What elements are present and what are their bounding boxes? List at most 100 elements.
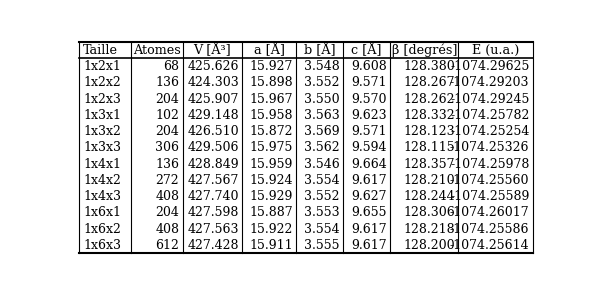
Text: 15.911: 15.911 xyxy=(249,239,293,252)
Text: 9.623: 9.623 xyxy=(352,109,387,122)
Text: -1074.25560: -1074.25560 xyxy=(450,174,530,187)
Text: 1x2x1: 1x2x1 xyxy=(83,60,121,73)
Text: 9.571: 9.571 xyxy=(352,76,387,89)
Text: 15.887: 15.887 xyxy=(249,206,293,219)
Text: 128.115: 128.115 xyxy=(404,141,455,154)
Text: 408: 408 xyxy=(155,190,179,203)
Text: 1x3x2: 1x3x2 xyxy=(83,125,121,138)
Text: 3.562: 3.562 xyxy=(304,141,340,154)
Text: 15.967: 15.967 xyxy=(249,93,293,105)
Text: 3.552: 3.552 xyxy=(304,190,340,203)
Text: 1x6x2: 1x6x2 xyxy=(83,223,121,236)
Text: 425.626: 425.626 xyxy=(187,60,239,73)
Text: -1074.25254: -1074.25254 xyxy=(450,125,530,138)
Text: 427.567: 427.567 xyxy=(187,174,239,187)
Text: -1074.26017: -1074.26017 xyxy=(450,206,530,219)
Text: b [Å]: b [Å] xyxy=(304,44,336,57)
Text: 136: 136 xyxy=(155,158,179,171)
Text: 425.907: 425.907 xyxy=(187,93,239,105)
Text: 9.664: 9.664 xyxy=(352,158,387,171)
Text: 68: 68 xyxy=(164,60,179,73)
Text: -1074.25978: -1074.25978 xyxy=(450,158,530,171)
Text: 15.927: 15.927 xyxy=(250,60,293,73)
Text: 9.617: 9.617 xyxy=(352,239,387,252)
Text: 15.959: 15.959 xyxy=(250,158,293,171)
Text: 1x6x1: 1x6x1 xyxy=(83,206,121,219)
Text: 429.506: 429.506 xyxy=(187,141,239,154)
Text: 128.306: 128.306 xyxy=(404,206,455,219)
Text: 204: 204 xyxy=(155,206,179,219)
Text: -1074.25586: -1074.25586 xyxy=(450,223,530,236)
Text: 128.262: 128.262 xyxy=(404,93,455,105)
Text: 1x6x3: 1x6x3 xyxy=(83,239,121,252)
Text: 128.244: 128.244 xyxy=(404,190,455,203)
Text: 15.872: 15.872 xyxy=(249,125,293,138)
Text: 3.550: 3.550 xyxy=(304,93,340,105)
Text: 427.428: 427.428 xyxy=(187,239,239,252)
Text: 136: 136 xyxy=(155,76,179,89)
Text: 306: 306 xyxy=(155,141,179,154)
Text: -1074.25782: -1074.25782 xyxy=(450,109,530,122)
Text: 128.332: 128.332 xyxy=(404,109,455,122)
Text: 3.569: 3.569 xyxy=(304,125,340,138)
Text: 204: 204 xyxy=(155,125,179,138)
Text: -1074.29625: -1074.29625 xyxy=(450,60,530,73)
Text: 9.571: 9.571 xyxy=(352,125,387,138)
Text: 15.958: 15.958 xyxy=(249,109,293,122)
Text: a [Å]: a [Å] xyxy=(254,44,285,57)
Text: -1074.29245: -1074.29245 xyxy=(450,93,530,105)
Text: β [degrés]: β [degrés] xyxy=(392,44,457,57)
Text: 9.617: 9.617 xyxy=(352,223,387,236)
Text: 429.148: 429.148 xyxy=(187,109,239,122)
Text: 3.553: 3.553 xyxy=(304,206,340,219)
Text: 427.563: 427.563 xyxy=(187,223,239,236)
Text: 128.380: 128.380 xyxy=(404,60,455,73)
Text: 9.627: 9.627 xyxy=(352,190,387,203)
Text: 1x2x2: 1x2x2 xyxy=(83,76,121,89)
Text: 427.598: 427.598 xyxy=(187,206,239,219)
Text: -1074.29203: -1074.29203 xyxy=(450,76,530,89)
Text: 3.548: 3.548 xyxy=(304,60,340,73)
Text: 3.555: 3.555 xyxy=(304,239,340,252)
Text: 272: 272 xyxy=(156,174,179,187)
Text: 128.123: 128.123 xyxy=(404,125,455,138)
Text: 428.849: 428.849 xyxy=(187,158,239,171)
Text: 426.510: 426.510 xyxy=(187,125,239,138)
Text: -1074.25614: -1074.25614 xyxy=(450,239,530,252)
Text: 15.929: 15.929 xyxy=(250,190,293,203)
Text: -1074.25589: -1074.25589 xyxy=(450,190,530,203)
Text: 612: 612 xyxy=(155,239,179,252)
Text: 3.554: 3.554 xyxy=(304,223,340,236)
Text: 1x2x3: 1x2x3 xyxy=(83,93,121,105)
Text: E (u.a.): E (u.a.) xyxy=(472,44,519,57)
Text: Taille: Taille xyxy=(83,44,118,57)
Text: 1x3x1: 1x3x1 xyxy=(83,109,121,122)
Text: 1x4x1: 1x4x1 xyxy=(83,158,121,171)
Text: 204: 204 xyxy=(155,93,179,105)
Text: 15.924: 15.924 xyxy=(249,174,293,187)
Text: 15.922: 15.922 xyxy=(250,223,293,236)
Text: 1x4x3: 1x4x3 xyxy=(83,190,121,203)
Text: 128.357: 128.357 xyxy=(404,158,455,171)
Text: 102: 102 xyxy=(155,109,179,122)
Text: 1x4x2: 1x4x2 xyxy=(83,174,121,187)
Text: 128.210: 128.210 xyxy=(404,174,455,187)
Text: 9.617: 9.617 xyxy=(352,174,387,187)
Text: 9.594: 9.594 xyxy=(352,141,387,154)
Text: 9.655: 9.655 xyxy=(352,206,387,219)
Text: 3.554: 3.554 xyxy=(304,174,340,187)
Text: 128.267: 128.267 xyxy=(404,76,455,89)
Text: 15.975: 15.975 xyxy=(250,141,293,154)
Text: 3.552: 3.552 xyxy=(304,76,340,89)
Text: 408: 408 xyxy=(155,223,179,236)
Text: 3.563: 3.563 xyxy=(304,109,340,122)
Text: 9.570: 9.570 xyxy=(352,93,387,105)
Text: Atomes: Atomes xyxy=(133,44,180,57)
Text: 9.608: 9.608 xyxy=(352,60,387,73)
Text: 128.218: 128.218 xyxy=(404,223,455,236)
Text: -1074.25326: -1074.25326 xyxy=(450,141,530,154)
Text: V [Å³]: V [Å³] xyxy=(193,44,231,57)
Text: 424.303: 424.303 xyxy=(187,76,239,89)
Text: c [Å]: c [Å] xyxy=(352,44,382,57)
Text: 128.200: 128.200 xyxy=(404,239,455,252)
